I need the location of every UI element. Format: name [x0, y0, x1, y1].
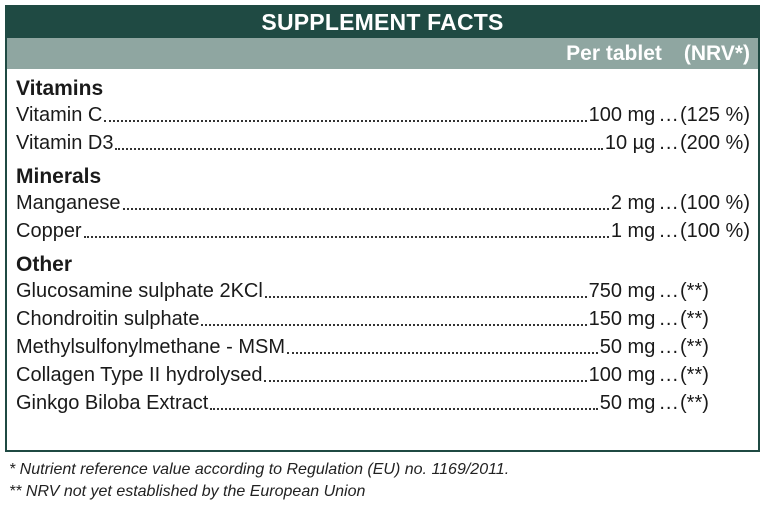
facts-body: Vitamins Vitamin C 100 mg... (125 %) Vitamin…: [7, 69, 758, 417]
leader-separator: ...: [659, 392, 679, 414]
section-other: Other Glucosamine sulphate 2KCl 750 mg...(…: [16, 253, 750, 417]
leader-separator: ...: [659, 364, 679, 386]
leader-dots: [210, 408, 598, 410]
nutrient-row: Glucosamine sulphate 2KCl 750 mg... (**): [16, 277, 750, 305]
leader-separator: ...: [659, 280, 679, 302]
leader-dots: [115, 148, 603, 150]
nutrient-nrv: (**): [680, 392, 709, 414]
leader-separator: ...: [659, 132, 679, 154]
nutrient-name: Copper: [16, 220, 82, 242]
leader-dots: [201, 324, 587, 326]
nutrient-name: Ginkgo Biloba Extract: [16, 392, 209, 414]
nrv-label: (NRV*): [683, 42, 750, 65]
leader-separator: ...: [659, 220, 679, 242]
nutrient-amount: 2 mg: [610, 192, 656, 214]
leader-dots: [83, 236, 609, 238]
nutrient-amount: 10 µg: [604, 132, 656, 154]
nutrient-name: Collagen Type II hydrolysed: [16, 364, 263, 386]
nutrient-nrv: (100 %): [679, 192, 750, 214]
nutrient-amount: 1 mg: [610, 220, 656, 242]
nutrient-nrv: (**): [680, 308, 709, 330]
nutrient-nrv: (100 %): [679, 220, 750, 242]
section-vitamins: Vitamins Vitamin C 100 mg... (125 %) Vitamin…: [16, 77, 750, 157]
footnote-not-established: ** NRV not yet established by the Europe…: [9, 483, 366, 500]
leader-dots: [264, 296, 587, 298]
footnote-nrv: * Nutrient reference value according to …: [9, 461, 510, 478]
nutrient-row: Methylsulfonylmethane - MSM 50 mg... (**): [16, 333, 750, 361]
nutrient-nrv: (125 %): [679, 104, 750, 126]
section-minerals: Minerals Manganese 2 mg... (100 %) Copper 1 m…: [16, 165, 750, 245]
nutrient-nrv: (**): [680, 364, 709, 386]
nutrient-name: Methylsulfonylmethane - MSM: [16, 336, 285, 358]
leader-separator: ...: [659, 192, 679, 214]
column-header-bar: Per tablet (NRV*): [7, 38, 758, 69]
nutrient-amount: 50 mg: [599, 392, 656, 414]
nutrient-amount: 50 mg: [599, 336, 656, 358]
nutrient-name: Vitamin D3: [16, 132, 114, 154]
nutrient-amount: 100 mg: [588, 104, 656, 126]
leader-separator: ...: [659, 104, 679, 126]
section-title: Other: [16, 253, 73, 276]
nutrient-nrv: (**): [680, 336, 709, 358]
panel-title: SUPPLEMENT FACTS: [7, 7, 758, 38]
leader-separator: ...: [659, 336, 679, 358]
nutrient-row: Vitamin D3 10 µg... (200 %): [16, 129, 750, 157]
nutrient-row: Vitamin C 100 mg... (125 %): [16, 101, 750, 129]
nutrient-row: Ginkgo Biloba Extract 50 mg... (**): [16, 389, 750, 417]
per-tablet-label: Per tablet: [566, 42, 662, 65]
leader-dots: [122, 208, 609, 210]
nutrient-name: Manganese: [16, 192, 121, 214]
leader-dots: [104, 120, 587, 122]
nutrient-name: Glucosamine sulphate 2KCl: [16, 280, 263, 302]
nutrient-row: Manganese 2 mg... (100 %): [16, 189, 750, 217]
footnotes: * Nutrient reference value according to …: [9, 459, 509, 503]
supplement-facts-panel: SUPPLEMENT FACTS Per tablet (NRV*) Vitam…: [5, 5, 760, 452]
section-title: Minerals: [16, 165, 102, 188]
section-title: Vitamins: [16, 77, 104, 100]
nutrient-row: Copper 1 mg... (100 %): [16, 217, 750, 245]
leader-dots: [286, 352, 598, 354]
nutrient-amount: 750 mg: [588, 280, 656, 302]
nutrient-nrv: (200 %): [679, 132, 750, 154]
leader-separator: ...: [659, 308, 679, 330]
nutrient-amount: 150 mg: [588, 308, 656, 330]
nutrient-name: Vitamin C: [16, 104, 103, 126]
leader-dots: [264, 380, 587, 382]
nutrient-row: Chondroitin sulphate 150 mg... (**): [16, 305, 750, 333]
nutrient-row: Collagen Type II hydrolysed 100 mg... (**): [16, 361, 750, 389]
nutrient-amount: 100 mg: [588, 364, 656, 386]
nutrient-nrv: (**): [680, 280, 709, 302]
nutrient-name: Chondroitin sulphate: [16, 308, 200, 330]
